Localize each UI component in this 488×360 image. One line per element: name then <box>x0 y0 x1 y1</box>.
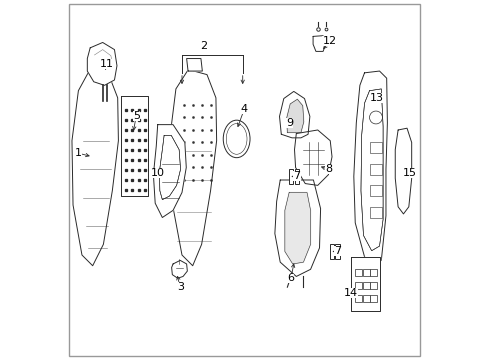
Polygon shape <box>312 36 325 51</box>
Polygon shape <box>169 71 216 266</box>
Polygon shape <box>294 130 331 185</box>
Text: 1: 1 <box>75 148 81 158</box>
Text: 9: 9 <box>285 118 293 128</box>
Polygon shape <box>72 71 118 266</box>
Bar <box>363 269 369 276</box>
Polygon shape <box>153 125 186 217</box>
Text: 2: 2 <box>200 41 206 51</box>
Text: 11: 11 <box>100 59 114 69</box>
Bar <box>369 282 377 289</box>
Bar <box>363 295 369 302</box>
Text: 3: 3 <box>176 282 183 292</box>
Polygon shape <box>91 59 107 71</box>
Bar <box>354 269 361 276</box>
Bar <box>369 143 382 153</box>
Text: 12: 12 <box>322 36 336 46</box>
Bar <box>363 282 369 289</box>
Text: 13: 13 <box>369 93 383 103</box>
Bar <box>369 185 382 196</box>
Bar <box>369 207 382 217</box>
Bar <box>335 244 339 258</box>
Polygon shape <box>121 96 148 196</box>
Bar <box>354 282 361 289</box>
Polygon shape <box>186 59 202 71</box>
Text: 7: 7 <box>333 247 340 256</box>
Bar <box>369 269 377 276</box>
Ellipse shape <box>223 120 249 158</box>
Bar <box>354 295 361 302</box>
Bar <box>288 169 292 184</box>
Polygon shape <box>274 180 320 276</box>
Polygon shape <box>285 193 310 264</box>
Bar <box>369 164 382 175</box>
Text: 8: 8 <box>324 164 331 174</box>
Polygon shape <box>353 71 386 266</box>
Text: 14: 14 <box>343 288 357 297</box>
Polygon shape <box>171 260 187 278</box>
Polygon shape <box>87 42 117 85</box>
Bar <box>329 244 333 258</box>
Polygon shape <box>394 128 411 214</box>
Text: 5: 5 <box>132 111 140 121</box>
Polygon shape <box>350 257 379 311</box>
Text: 15: 15 <box>402 168 416 178</box>
Bar <box>294 169 298 184</box>
Text: 7: 7 <box>293 171 300 181</box>
Text: 6: 6 <box>287 273 294 283</box>
Polygon shape <box>279 91 309 138</box>
Bar <box>369 295 377 302</box>
Text: 4: 4 <box>241 104 247 113</box>
Text: 10: 10 <box>151 168 165 178</box>
Polygon shape <box>286 99 303 132</box>
